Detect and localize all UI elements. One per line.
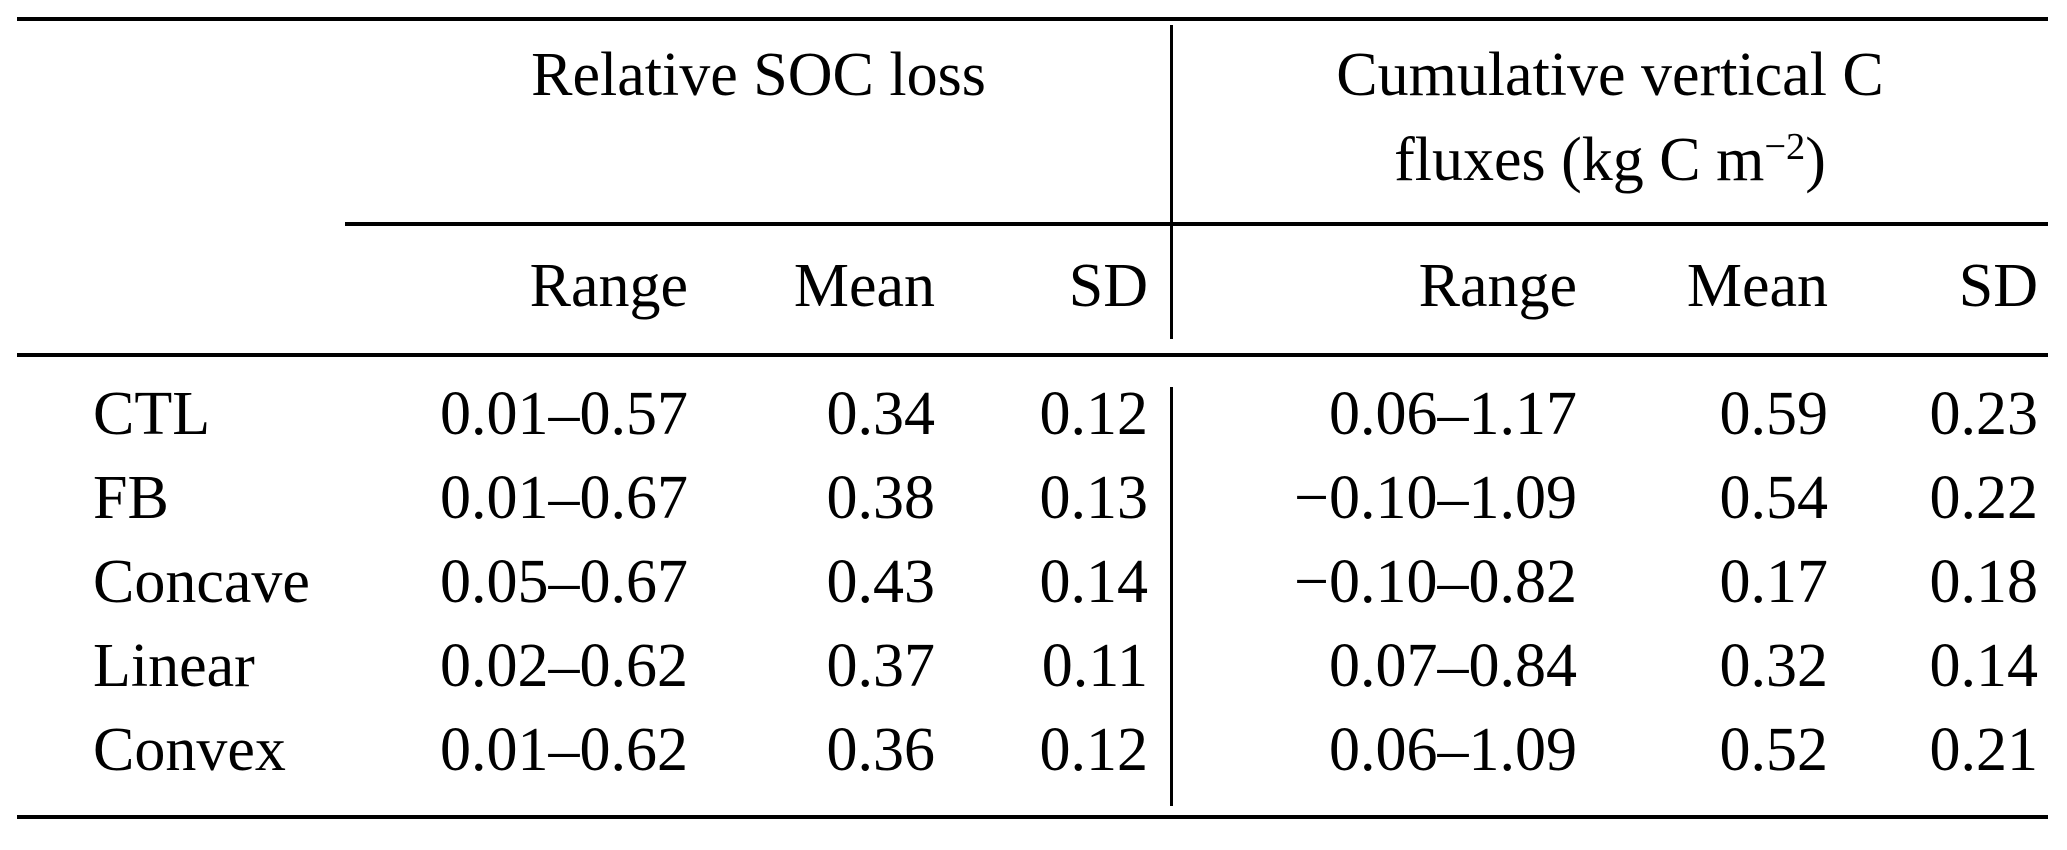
cell-soc-range: 0.01–0.62 [440,716,688,784]
header-flux-range: Range [1418,252,1577,320]
cell-flux-sd: 0.18 [1929,548,2039,616]
cell-soc-mean: 0.37 [826,632,936,700]
col-group-cumulative-flux: Cumulative vertical C fluxes (kg C m−2) [1172,19,2049,226]
col-group-relative-soc-loss: Relative SOC loss [345,19,1172,226]
cell-soc-sd: 0.11 [1041,632,1148,700]
column-divider-lower [1170,387,1173,806]
row-label-header-empty [17,224,345,355]
cell-soc-mean: 0.38 [826,464,936,532]
cell-flux-range: 0.06–1.09 [1329,716,1577,784]
row-label: Linear [93,632,255,700]
cell-flux-range: 0.06–1.17 [1329,380,1577,448]
table-row-linear: Linear 0.02–0.62 0.37 0.11 0.07–0.84 0.3… [17,624,2048,708]
cell-soc-sd: 0.13 [1039,464,1149,532]
body-bottom-spacer [17,792,2048,817]
header-soc-range: Range [529,252,688,320]
cell-soc-sd: 0.12 [1039,380,1149,448]
cell-flux-mean: 0.52 [1719,716,1829,784]
cell-flux-sd: 0.22 [1929,464,2039,532]
flux-unit-exponent: −2 [1764,125,1806,168]
cell-soc-range: 0.02–0.62 [440,632,688,700]
cell-soc-range: 0.01–0.57 [440,380,688,448]
row-label: Concave [93,548,310,616]
flux-unit-prefix: fluxes (kg C m [1394,126,1765,194]
cell-flux-sd: 0.21 [1929,716,2039,784]
row-label: Convex [93,716,286,784]
cell-soc-range: 0.05–0.67 [440,548,688,616]
cell-flux-sd: 0.23 [1929,380,2039,448]
cell-flux-range: −0.10–0.82 [1294,548,1577,616]
column-group-header-row: Relative SOC loss Cumulative vertical C … [17,19,2049,226]
table-row-fb: FB 0.01–0.67 0.38 0.13 −0.10–1.09 0.54 0… [17,456,2048,540]
flux-unit-suffix: ) [1805,126,1826,194]
sub-header-row: Range Mean SD Range Mean SD [17,224,2049,355]
col-group-flux-title-line2: fluxes (kg C m−2) [1172,118,2048,211]
cell-flux-mean: 0.54 [1719,464,1829,532]
cell-soc-sd: 0.14 [1039,548,1149,616]
cell-flux-mean: 0.17 [1719,548,1829,616]
cell-flux-mean: 0.59 [1719,380,1829,448]
body-top-spacer [17,355,2048,372]
soc-flux-stats-table: Relative SOC loss Cumulative vertical C … [17,17,2049,819]
cell-soc-mean: 0.34 [826,380,936,448]
cell-flux-range: −0.10–1.09 [1294,464,1577,532]
cell-flux-sd: 0.14 [1929,632,2039,700]
row-label: CTL [93,380,211,448]
table-row-ctl: CTL 0.01–0.57 0.34 0.12 0.06–1.17 0.59 0… [17,372,2048,456]
corner-empty-cell [17,19,345,224]
header-flux-mean: Mean [1686,252,1828,320]
col-group-soc-loss-title: Relative SOC loss [531,41,986,109]
cell-flux-range: 0.07–0.84 [1329,632,1577,700]
cell-soc-mean: 0.36 [826,716,936,784]
header-flux-sd: SD [1958,252,2039,320]
header-soc-mean: Mean [793,252,935,320]
cell-soc-range: 0.01–0.67 [440,464,688,532]
table-row-concave: Concave 0.05–0.67 0.43 0.14 −0.10–0.82 0… [17,540,2048,624]
column-divider-upper [1170,25,1173,339]
cell-soc-sd: 0.12 [1039,716,1149,784]
col-group-flux-title-line1: Cumulative vertical C [1336,41,1884,109]
cell-flux-mean: 0.32 [1719,632,1829,700]
cell-soc-mean: 0.43 [826,548,936,616]
table-row-convex: Convex 0.01–0.62 0.36 0.12 0.06–1.09 0.5… [17,708,2048,792]
header-soc-sd: SD [1068,252,1148,320]
row-label: FB [93,464,169,532]
